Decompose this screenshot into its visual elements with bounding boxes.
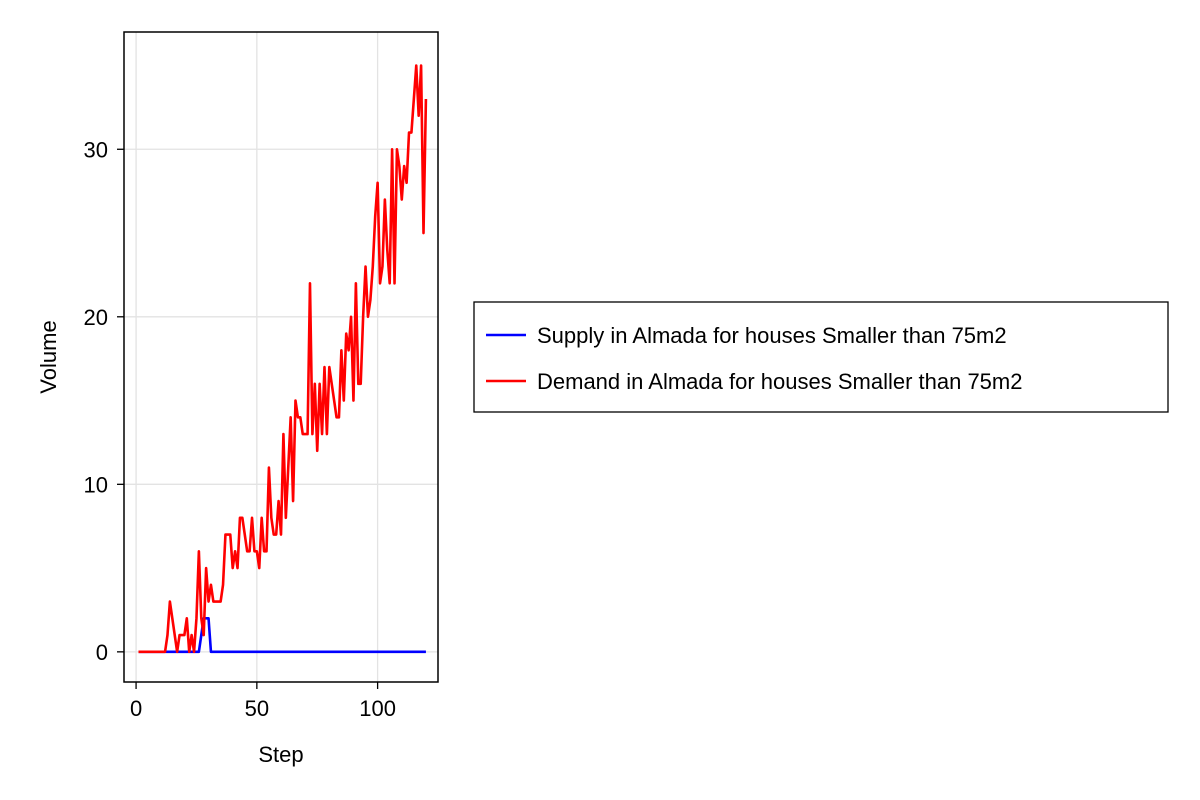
- x-tick-label: 100: [359, 696, 396, 721]
- x-axis-ticks: 0 50 100: [130, 682, 396, 721]
- y-tick-label: 10: [84, 472, 108, 497]
- y-axis-ticks: 0 10 20 30: [84, 137, 124, 665]
- y-tick-label: 0: [96, 640, 108, 665]
- legend: Supply in Almada for houses Smaller than…: [473, 301, 1169, 413]
- x-tick-label: 0: [130, 696, 142, 721]
- plot-area-frame: [123, 31, 439, 683]
- legend-box: [473, 301, 1169, 413]
- series-lines: [138, 64, 428, 654]
- x-tick-label: 50: [245, 696, 269, 721]
- legend-items: Supply in Almada for houses Smaller than…: [486, 323, 1022, 394]
- y-tick-label: 30: [84, 137, 108, 162]
- series-line-demand: [138, 64, 428, 654]
- y-tick-label: 20: [84, 305, 108, 330]
- x-axis-title: Step: [258, 742, 303, 767]
- legend-label: Supply in Almada for houses Smaller than…: [537, 323, 1007, 348]
- legend-label: Demand in Almada for houses Smaller than…: [537, 369, 1022, 394]
- y-axis-title: Volume: [36, 320, 61, 393]
- grid-lines: [124, 32, 438, 682]
